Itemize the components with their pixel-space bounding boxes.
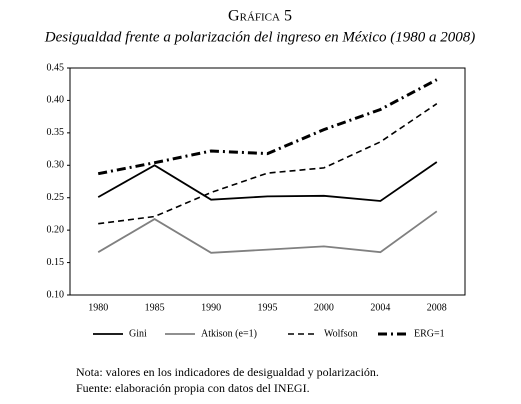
legend-label: Wolfson bbox=[324, 328, 358, 339]
chart-subtitle: Desigualdad frente a polarización del in… bbox=[44, 29, 475, 45]
x-tick-label: 1980 bbox=[88, 302, 108, 313]
series-line bbox=[97, 210, 438, 254]
x-tick-label: 1985 bbox=[145, 302, 165, 313]
series-line bbox=[97, 161, 438, 202]
series-line bbox=[97, 78, 438, 176]
y-tick-label: 0.10 bbox=[47, 289, 65, 300]
y-tick-label: 0.30 bbox=[47, 160, 65, 171]
y-tick-label: 0.35 bbox=[47, 127, 65, 138]
y-tick-label: 0.40 bbox=[47, 95, 65, 106]
y-tick-label: 0.25 bbox=[47, 192, 65, 203]
note: Fuente: elaboración propia con datos del… bbox=[76, 381, 310, 395]
x-tick-label: 2000 bbox=[314, 302, 334, 313]
x-tick-label: 1995 bbox=[258, 302, 278, 313]
plot-frame bbox=[69, 67, 466, 296]
y-tick-label: 0.45 bbox=[47, 62, 65, 73]
x-tick-label: 1990 bbox=[201, 302, 221, 313]
y-tick-label: 0.15 bbox=[47, 257, 65, 268]
note: Nota: valores en los indicadores de desi… bbox=[76, 365, 379, 379]
chart-title: Gráfica 5 bbox=[228, 8, 292, 25]
legend-label: Gini bbox=[129, 328, 147, 339]
x-tick-label: 2004 bbox=[370, 302, 390, 313]
legend-label: ERG=1 bbox=[414, 328, 445, 339]
legend-label: Atkison (e=1) bbox=[201, 328, 257, 339]
y-tick-label: 0.20 bbox=[47, 224, 65, 235]
x-tick-label: 2008 bbox=[427, 302, 447, 313]
